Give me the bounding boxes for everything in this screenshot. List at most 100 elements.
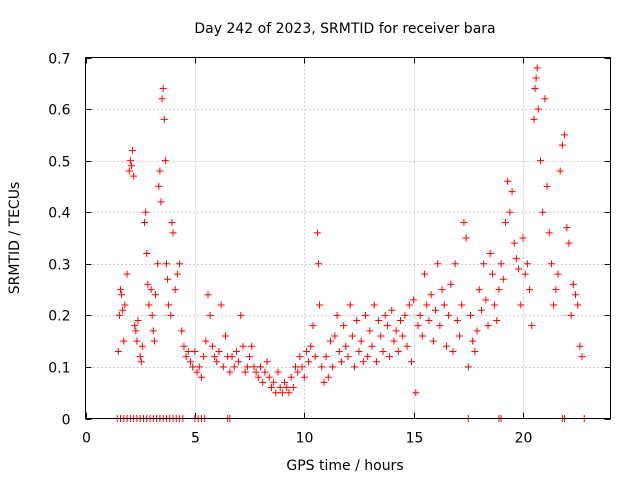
data-point	[126, 157, 134, 165]
data-point	[359, 358, 367, 366]
data-point	[572, 291, 579, 299]
data-point	[460, 219, 468, 227]
data-point	[442, 342, 450, 350]
y-axis-label: SRMTID / TECUs	[7, 182, 23, 295]
data-point	[193, 368, 201, 376]
data-point	[213, 358, 221, 366]
data-point	[261, 368, 269, 376]
data-point	[125, 167, 133, 175]
data-point	[375, 317, 383, 325]
data-point	[493, 317, 501, 325]
data-point	[574, 301, 582, 309]
data-point	[226, 368, 234, 376]
data-point	[270, 378, 278, 386]
data-point	[552, 286, 560, 294]
data-point	[561, 131, 569, 139]
data-point	[537, 157, 544, 165]
data-point	[313, 229, 321, 237]
data-point	[206, 311, 214, 319]
data-point	[162, 260, 170, 268]
data-point	[285, 389, 293, 397]
data-point	[138, 342, 146, 350]
data-point	[530, 115, 538, 123]
data-point	[578, 353, 586, 361]
data-point	[464, 363, 472, 371]
data-point	[550, 301, 558, 309]
data-point	[473, 327, 481, 335]
data-point	[412, 389, 420, 397]
y-tick-label: 0.7	[48, 52, 70, 68]
data-point	[120, 337, 128, 345]
data-point	[401, 311, 409, 319]
data-point	[272, 389, 280, 397]
data-point	[145, 301, 153, 309]
data-point	[167, 311, 175, 319]
chart-title: Day 242 of 2023, SRMTID for receiver bar…	[194, 21, 495, 37]
data-point	[171, 286, 179, 294]
data-point	[141, 219, 149, 227]
data-point	[230, 363, 238, 371]
data-point	[331, 332, 339, 340]
data-point	[453, 317, 461, 325]
data-point	[155, 182, 163, 190]
data-point	[189, 363, 197, 371]
data-point	[427, 291, 435, 299]
data-point	[156, 167, 164, 175]
y-tick-label: 0.2	[48, 309, 70, 325]
data-point	[217, 301, 225, 309]
y-tick-labels: 0 0.1 0.2 0.3 0.4 0.5 0.6 0.7	[48, 52, 70, 429]
data-point	[161, 157, 169, 165]
data-point	[274, 368, 282, 376]
data-point	[152, 291, 159, 299]
data-point	[368, 342, 376, 350]
data-point	[259, 378, 267, 386]
data-point	[246, 353, 254, 361]
data-point	[462, 234, 470, 242]
data-point	[497, 260, 505, 268]
data-point	[348, 332, 356, 340]
data-point	[281, 378, 289, 386]
data-point	[318, 363, 326, 371]
data-point	[480, 260, 488, 268]
data-point	[164, 275, 172, 283]
data-point	[228, 353, 236, 361]
x-tick-label: 5	[191, 431, 200, 447]
data-point	[491, 301, 499, 309]
plot-frame	[85, 57, 611, 419]
data-point	[567, 311, 575, 319]
data-point	[300, 373, 308, 381]
data-point	[517, 301, 525, 309]
data-point	[545, 229, 553, 237]
data-point	[423, 301, 431, 309]
data-point	[506, 208, 514, 216]
data-point	[302, 347, 310, 355]
data-point	[148, 311, 156, 319]
data-point	[184, 347, 192, 355]
data-point	[311, 353, 319, 361]
data-point	[532, 74, 540, 82]
y-tick-label: 0.1	[48, 361, 70, 377]
data-point	[187, 358, 194, 366]
data-point	[486, 249, 494, 257]
x-tick-label: 10	[296, 431, 314, 447]
data-point	[294, 368, 302, 376]
data-point	[309, 322, 317, 330]
data-point	[512, 255, 520, 263]
data-point	[202, 337, 210, 345]
data-point	[502, 219, 509, 227]
data-point	[195, 363, 203, 371]
data-point	[340, 322, 348, 330]
data-point	[114, 347, 122, 355]
data-point	[278, 389, 286, 397]
grid-lines	[85, 57, 611, 419]
data-point	[410, 296, 418, 304]
data-point	[298, 363, 306, 371]
data-point	[289, 384, 297, 392]
data-point	[386, 353, 394, 361]
data-point	[265, 373, 273, 381]
data-point	[115, 311, 123, 319]
data-point	[445, 311, 453, 319]
data-point	[173, 270, 181, 278]
data-point	[357, 337, 365, 345]
data-point	[471, 347, 479, 355]
